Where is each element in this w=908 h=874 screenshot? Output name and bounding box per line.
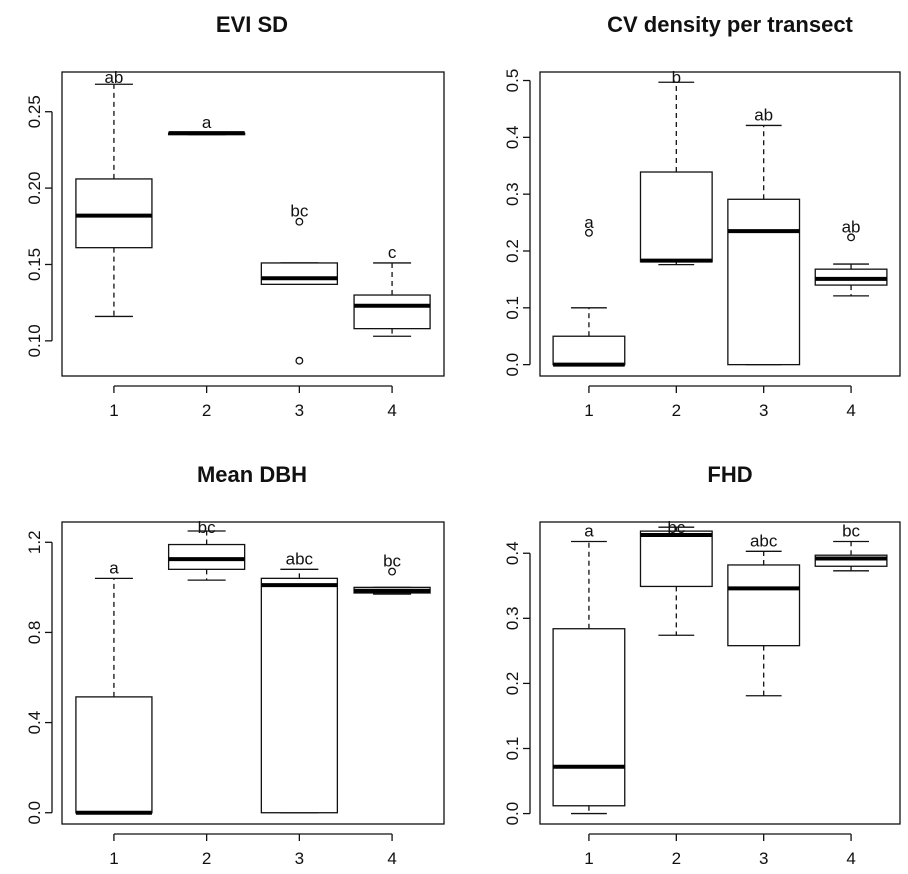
y-tick-label: 0.3 [503, 607, 522, 631]
significance-letter: ab [754, 105, 773, 124]
box-group-3: abc [727, 531, 801, 697]
iqr-box [552, 335, 626, 366]
significance-letter: bc [842, 522, 860, 541]
significance-letter: a [109, 558, 119, 577]
box-group-1: a [552, 522, 626, 815]
y-tick-label: 0.20 [25, 172, 44, 205]
box-group-3: ab [727, 105, 801, 366]
y-tick-label: 0.1 [503, 296, 522, 320]
x-tick-label: 3 [295, 401, 304, 420]
plot-frame [61, 521, 445, 825]
x-tick-label: 3 [295, 849, 304, 868]
significance-letter: abc [750, 531, 778, 550]
box-group-2: a [167, 113, 246, 136]
y-tick-label: 0.10 [25, 324, 44, 357]
iqr-box [260, 577, 339, 814]
significance-letter: abc [286, 549, 314, 568]
box-group-1: a [552, 213, 626, 367]
significance-letter: bc [383, 552, 401, 571]
x-tick-label: 4 [846, 401, 855, 420]
outlier-point [847, 233, 856, 242]
significance-letter: bc [198, 518, 216, 537]
significance-letter: ab [842, 217, 861, 236]
y-tick-label: 0.0 [503, 353, 522, 377]
iqr-box [639, 530, 713, 588]
outlier-point [584, 228, 593, 237]
y-tick-label: 0.15 [25, 248, 44, 281]
panel-1: EVI SD 0.10 0.15 0.20 0.25 1 2 3 4 ab a bc c [25, 12, 445, 420]
x-tick-label: 4 [846, 849, 855, 868]
iqr-box [167, 543, 246, 570]
significance-letter: a [584, 522, 594, 541]
x-tick-label: 1 [584, 401, 593, 420]
significance-letter: c [388, 243, 397, 262]
x-tick-label: 2 [672, 849, 681, 868]
y-tick-label: 0.2 [503, 239, 522, 263]
box-group-4: ab [814, 217, 888, 297]
iqr-box [727, 198, 801, 366]
y-tick-label: 0.0 [25, 801, 44, 825]
iqr-box [639, 171, 713, 263]
x-tick-label: 1 [109, 401, 118, 420]
box-group-1: ab [75, 68, 153, 318]
y-tick-label: 0.25 [25, 95, 44, 128]
outlier-point [295, 356, 304, 365]
significance-letter: ab [104, 68, 123, 87]
y-tick-label: 1.2 [25, 530, 44, 554]
x-tick-label: 1 [109, 849, 118, 868]
iqr-box [75, 178, 153, 249]
x-tick-label: 2 [202, 849, 211, 868]
significance-letter: b [672, 68, 681, 87]
panel-title: CV density per transect [607, 12, 853, 37]
box-group-3: abc [260, 549, 339, 814]
box-group-4: c [353, 243, 431, 337]
significance-letter: bc [667, 518, 685, 537]
iqr-box [552, 628, 626, 807]
y-tick-label: 0.3 [503, 182, 522, 206]
iqr-box [75, 696, 153, 814]
iqr-box [727, 564, 801, 647]
iqr-box [814, 554, 888, 567]
box-group-3: bc [260, 202, 339, 365]
box-group-2: bc [167, 518, 246, 581]
x-tick-label: 1 [584, 849, 593, 868]
box-group-1: a [75, 558, 153, 815]
panel-2: CV density per transect 0.0 0.1 0.2 0.3 0.4 0.… [503, 12, 901, 420]
x-tick-label: 2 [202, 401, 211, 420]
iqr-box [260, 262, 339, 285]
plot-frame [61, 71, 445, 377]
significance-letter: a [202, 113, 212, 132]
outlier-point [388, 567, 397, 576]
y-tick-label: 0.8 [25, 621, 44, 645]
box-group-2: b [639, 68, 713, 266]
box-group-2: bc [639, 518, 713, 636]
x-tick-label: 3 [759, 849, 768, 868]
y-tick-label: 0.2 [503, 672, 522, 696]
y-tick-label: 0.0 [503, 802, 522, 826]
panel-title: FHD [707, 462, 752, 487]
significance-letter: a [584, 213, 594, 232]
y-tick-label: 0.4 [503, 541, 522, 565]
panel-title: Mean DBH [197, 462, 307, 487]
y-tick-label: 0.5 [503, 69, 522, 93]
x-tick-label: 4 [387, 401, 396, 420]
x-tick-label: 2 [672, 401, 681, 420]
outlier-point [295, 217, 304, 226]
y-tick-label: 0.4 [25, 711, 44, 735]
box-group-4: bc [814, 522, 888, 572]
plot-frame [539, 71, 901, 377]
y-tick-label: 0.1 [503, 737, 522, 761]
plot-frame [539, 521, 901, 825]
box-group-4: bc [353, 552, 431, 595]
x-tick-label: 3 [759, 401, 768, 420]
significance-letter: bc [290, 202, 308, 221]
panel-title: EVI SD [216, 12, 288, 37]
x-tick-label: 4 [387, 849, 396, 868]
iqr-box [353, 294, 431, 330]
y-tick-label: 0.4 [503, 126, 522, 150]
